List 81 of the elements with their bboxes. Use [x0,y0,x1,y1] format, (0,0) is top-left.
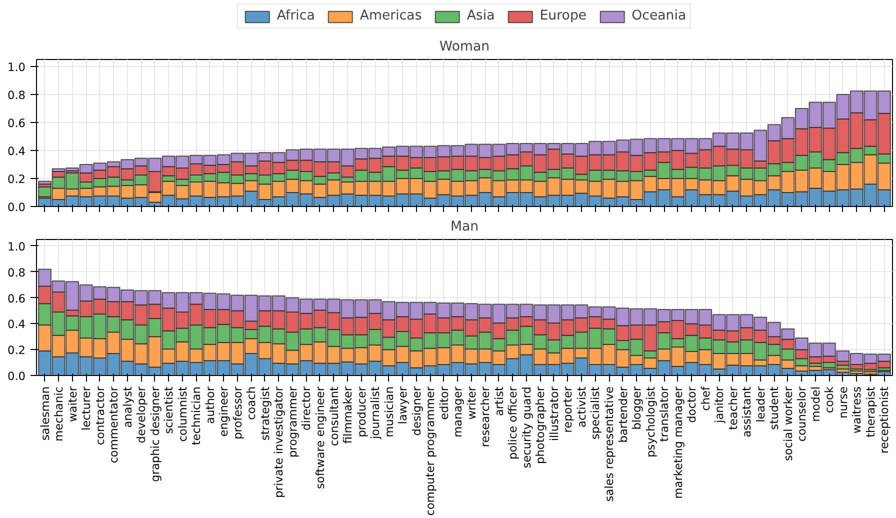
x-tick-label: security guard [519,386,534,468]
x-tick-label: teacher [726,386,740,430]
x-tick-label: student [767,386,782,430]
chart-title: Man [450,220,479,234]
x-tick-label: artist [492,386,506,416]
x-tick-label: police officer [506,386,520,460]
x-tick-label: activist [574,386,588,428]
x-tick-label: translator [657,386,672,442]
y-tick-label: 0.0 [7,200,26,214]
x-tick-label: director [299,386,314,430]
x-tick-label: specialist [588,386,602,440]
x-tick-label: waiter [65,386,80,422]
x-tick-label: psychologist [643,386,658,458]
x-tick-label: cook [822,386,836,414]
x-tick-label: scientist [162,386,176,434]
x-tick-label: professor [230,386,244,440]
y-tick-label: 0.6 [7,116,26,130]
x-tick-label: social worker [780,386,795,462]
x-tick-label: coach [244,386,258,420]
x-tick-label: nurse [836,386,850,418]
y-tick-label: 0.0 [7,369,26,383]
x-tick-label: filmmaker [340,386,355,444]
legend-label: Asia [466,8,495,24]
legend-label: Oceania [632,8,686,24]
x-tick-label: journalist [368,386,382,440]
x-tick-label: researcher [478,386,492,448]
x-tick-label: doctor [684,386,699,423]
x-tick-label: bartender [616,386,630,443]
y-tick-label: 0.2 [7,343,26,358]
x-tick-label: mechanic [52,386,66,442]
y-tick-label: 1.0 [7,60,26,74]
x-tick-label: counselor [794,386,809,442]
y-tick-label: 0.4 [7,144,26,158]
x-tick-label: marketing manager [670,386,685,499]
x-tick-label: analyst [120,386,134,428]
x-tick-label: private investigator [272,386,286,498]
x-tick-label: therapist [863,386,878,438]
x-tick-label: software engineer [313,386,327,490]
x-tick-label: blogger [630,386,644,430]
y-tick-label: 0.4 [7,317,26,332]
x-tick-label: programmer [285,386,300,458]
y-tick-label: 1.0 [7,239,26,254]
y-tick-label: 0.6 [7,291,26,306]
y-tick-label: 0.2 [7,172,26,186]
x-tick-label: author [202,386,217,424]
x-tick-label: janitor [712,386,726,424]
legend-label: Americas [360,8,422,24]
x-tick-label: developer [134,386,148,444]
x-tick-label: manager [450,386,465,438]
x-tick-label: waitress [850,386,864,434]
x-tick-label: consultant [326,386,341,446]
x-tick-label: salesman [38,386,52,441]
x-tick-label: contractor [92,386,107,446]
x-tick-label: receptionist [877,386,892,454]
x-tick-label: designer [409,386,424,436]
x-tick-label: strategist [258,386,272,441]
y-tick-label: 0.8 [7,88,26,102]
x-tick-label: technician [189,386,204,446]
x-tick-label: computer programmer [423,386,438,516]
x-tick-label: columnist [175,386,190,442]
x-tick-label: editor [436,386,451,420]
x-tick-label: graphic designer [148,386,162,482]
x-tick-label: model [808,386,822,422]
y-tick-label: 0.8 [7,265,26,280]
x-tick-label: photographer [533,386,548,464]
x-tick-label: leader [753,386,768,422]
x-tick-label: musician [382,386,396,438]
x-tick-label: writer [464,386,478,420]
x-tick-label: lawyer [396,386,410,424]
x-tick-label: illustrator [546,386,561,442]
x-tick-label: producer [354,386,368,438]
x-tick-label: reporter [560,386,575,433]
chart-title: Woman [439,40,490,54]
x-tick-label: assistant [740,386,754,438]
x-tick-label: engineer [216,386,231,437]
x-tick-label: sales representative [602,386,616,502]
x-tick-label: lecturer [79,386,94,430]
x-tick-label: commentator [106,386,121,464]
legend-label: Europe [540,8,587,24]
x-tick-label: chef [698,385,712,411]
legend-label: Africa [276,8,315,24]
